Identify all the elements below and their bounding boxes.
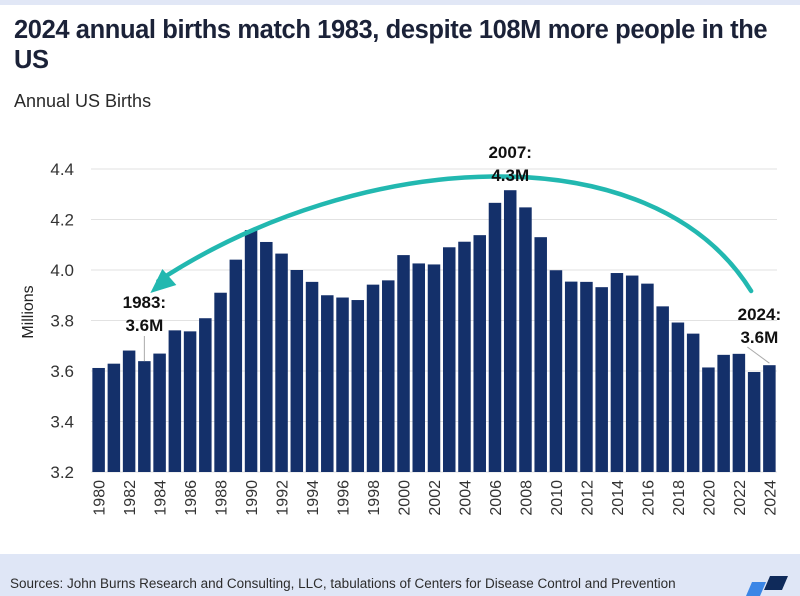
annotation-2024-year: 2024: bbox=[738, 305, 781, 324]
bar-2016 bbox=[641, 283, 654, 472]
bar-2023 bbox=[747, 372, 761, 472]
x-tick-label: 2002 bbox=[427, 480, 444, 516]
bar-2017 bbox=[656, 306, 669, 472]
x-axis-ticks: 1980 1982 1984 1986 1988 1990 1992 1994 1996 1998… bbox=[92, 480, 780, 516]
x-tick-label: 1992 bbox=[275, 480, 292, 516]
x-tick-label: 2008 bbox=[518, 480, 535, 516]
bar-2003 bbox=[442, 247, 456, 472]
x-tick-label: 2012 bbox=[579, 480, 596, 516]
bar-1999 bbox=[382, 280, 395, 472]
bar-2011 bbox=[564, 281, 578, 472]
y-tick-label: 3.2 bbox=[50, 463, 74, 482]
bar-1992 bbox=[275, 253, 288, 472]
y-axis-label: Millions bbox=[20, 285, 37, 338]
bar-1991 bbox=[260, 241, 273, 472]
bar-2007 bbox=[503, 190, 517, 472]
x-tick-label: 1990 bbox=[244, 480, 261, 516]
annotation-2007-year: 2007: bbox=[488, 143, 531, 162]
bar-2009 bbox=[534, 237, 547, 472]
x-tick-label: 1982 bbox=[122, 480, 139, 516]
bar-2020 bbox=[702, 367, 715, 472]
bar-2012 bbox=[580, 281, 593, 472]
x-tick-label: 2020 bbox=[701, 480, 718, 516]
bar-2014 bbox=[610, 273, 624, 472]
y-tick-label: 3.8 bbox=[50, 312, 74, 331]
y-tick-label: 4.2 bbox=[50, 211, 74, 230]
bar-1988 bbox=[214, 292, 227, 472]
bar-2006 bbox=[488, 202, 502, 472]
x-tick-label: 2016 bbox=[640, 480, 657, 516]
arrow-head-icon bbox=[150, 269, 177, 293]
bar-2022 bbox=[732, 353, 746, 472]
x-tick-label: 2014 bbox=[610, 480, 627, 516]
bar-2021 bbox=[717, 354, 730, 472]
bar-2013 bbox=[595, 287, 608, 472]
bar-1987 bbox=[199, 318, 212, 472]
y-tick-label: 4.4 bbox=[50, 160, 74, 179]
bar-1984 bbox=[153, 353, 166, 472]
annotation-2007-value: 4.3M bbox=[491, 166, 529, 185]
bar-1980 bbox=[92, 367, 105, 472]
bar-2000 bbox=[397, 255, 410, 472]
annotation-1983-year: 1983: bbox=[123, 293, 166, 312]
bar-2004 bbox=[458, 241, 471, 472]
footer: Sources: John Burns Research and Consult… bbox=[0, 554, 800, 596]
annotation-leader-line bbox=[747, 346, 770, 364]
y-tick-label: 4.0 bbox=[50, 261, 74, 280]
annotation-2024-value: 3.6M bbox=[740, 328, 778, 347]
bar-2010 bbox=[549, 270, 563, 472]
arrow-curve bbox=[156, 174, 754, 294]
x-tick-label: 2024 bbox=[762, 480, 779, 516]
y-axis-ticks: 3.2 3.4 3.6 3.8 4.0 4.2 4.4 bbox=[50, 160, 74, 482]
bars bbox=[92, 190, 776, 472]
top-strip bbox=[0, 0, 800, 5]
x-tick-label: 1986 bbox=[183, 480, 200, 516]
bar-1986 bbox=[183, 331, 197, 472]
x-tick-label: 2018 bbox=[671, 480, 688, 516]
bar-1996 bbox=[336, 297, 349, 472]
bar-1982 bbox=[122, 350, 136, 472]
bar-1997 bbox=[351, 300, 365, 472]
annotations: 1983: 3.6M 2007: 4.3M 2024: 3.6M bbox=[123, 143, 781, 364]
y-tick-label: 3.6 bbox=[50, 362, 74, 381]
bar-1994 bbox=[305, 281, 319, 472]
bar-2008 bbox=[519, 207, 532, 472]
y-tick-label: 3.4 bbox=[50, 413, 74, 432]
bar-1990 bbox=[244, 230, 258, 472]
chart-title: 2024 annual births match 1983, despite 1… bbox=[14, 16, 768, 74]
bar-2001 bbox=[412, 263, 426, 472]
x-tick-label: 1996 bbox=[336, 480, 353, 516]
x-tick-label: 2022 bbox=[732, 480, 749, 516]
x-tick-label: 1998 bbox=[366, 480, 383, 516]
bar-2019 bbox=[686, 333, 700, 472]
bar-1989 bbox=[229, 259, 243, 472]
bar-1981 bbox=[107, 363, 121, 472]
source-note: Sources: John Burns Research and Consult… bbox=[10, 576, 676, 591]
bar-1993 bbox=[290, 270, 304, 472]
trend-arrow bbox=[150, 174, 754, 294]
bar-2024 bbox=[763, 365, 776, 472]
company-logo-icon bbox=[746, 576, 788, 596]
bar-2005 bbox=[473, 235, 486, 472]
x-tick-label: 1988 bbox=[214, 480, 231, 516]
x-tick-label: 2006 bbox=[488, 480, 505, 516]
x-tick-label: 1980 bbox=[92, 480, 109, 516]
x-tick-label: 1994 bbox=[305, 480, 322, 516]
bar-1998 bbox=[366, 284, 380, 472]
bar-1983 bbox=[138, 361, 151, 472]
x-tick-label: 1984 bbox=[153, 480, 170, 516]
bar-2018 bbox=[671, 322, 685, 472]
chart-subtitle: Annual US Births bbox=[14, 91, 152, 111]
bar-2015 bbox=[625, 275, 639, 472]
x-tick-label: 2004 bbox=[457, 480, 474, 516]
annotation-1983-value: 3.6M bbox=[125, 316, 163, 335]
x-tick-label: 2000 bbox=[397, 480, 414, 516]
x-tick-label: 2010 bbox=[549, 480, 566, 516]
bar-1995 bbox=[321, 295, 334, 472]
bar-2002 bbox=[427, 264, 441, 472]
bar-1985 bbox=[168, 330, 182, 472]
